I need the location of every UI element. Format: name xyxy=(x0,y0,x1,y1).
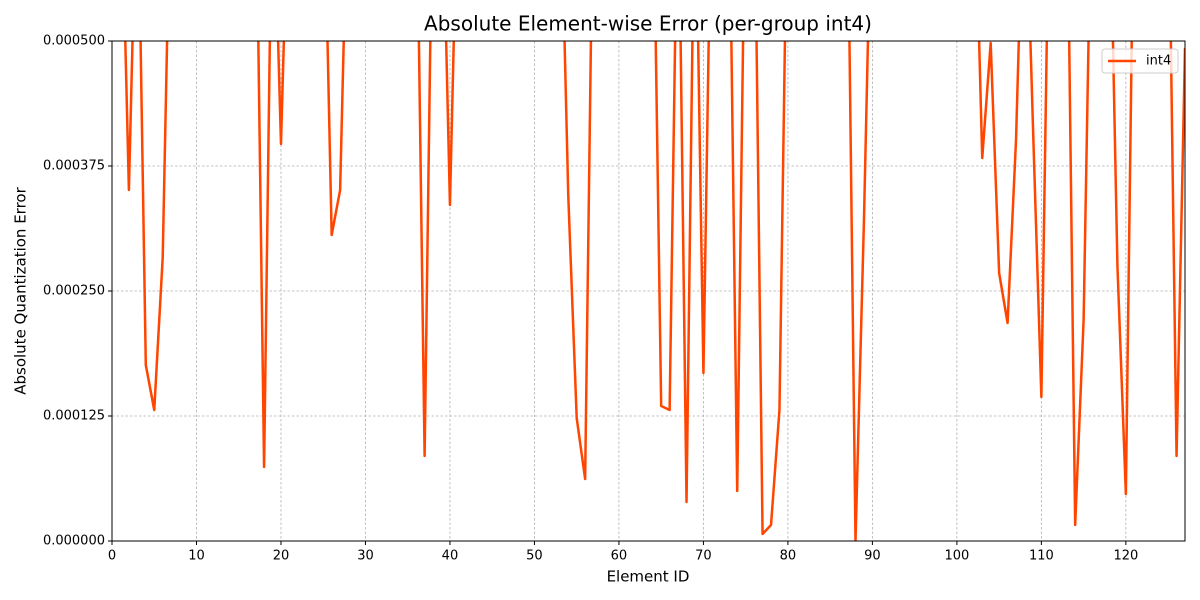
y-tick-label: 0.000000 xyxy=(43,534,105,549)
x-tick-label: 110 xyxy=(1029,549,1054,564)
axes: 0.000000 0.000125 0.000250 0.000375 0.000500… xyxy=(43,34,1138,564)
data-line xyxy=(124,41,1185,541)
y-axis-label: Absolute Quantization Error xyxy=(12,186,30,394)
x-tick-label: 50 xyxy=(526,549,543,564)
y-tick-label: 0.000375 xyxy=(43,159,105,174)
legend-box xyxy=(1101,48,1179,74)
legend: int4 xyxy=(1101,48,1179,74)
y-tick-label: 0.000125 xyxy=(43,409,105,424)
y-tick-label: 0.000250 xyxy=(43,284,105,299)
x-tick-label: 120 xyxy=(1113,549,1138,564)
x-tick-label: 60 xyxy=(611,549,628,564)
x-tick-label: 30 xyxy=(357,549,374,564)
x-tick-label: 70 xyxy=(695,549,712,564)
legend-label: int4 xyxy=(1146,54,1171,69)
x-tick-label: 40 xyxy=(442,549,459,564)
x-tick-label: 20 xyxy=(273,549,290,564)
x-tick-label: 10 xyxy=(188,549,205,564)
plot-area xyxy=(124,41,1185,541)
x-tick-label: 80 xyxy=(780,549,797,564)
x-tick-label: 0 xyxy=(108,549,116,564)
x-tick-label: 90 xyxy=(864,549,881,564)
y-tick-label: 0.000500 xyxy=(43,34,105,49)
x-axis-label: Element ID xyxy=(607,568,690,586)
chart-title: Absolute Element-wise Error (per-group i… xyxy=(424,12,872,36)
x-tick-label: 100 xyxy=(944,549,969,564)
